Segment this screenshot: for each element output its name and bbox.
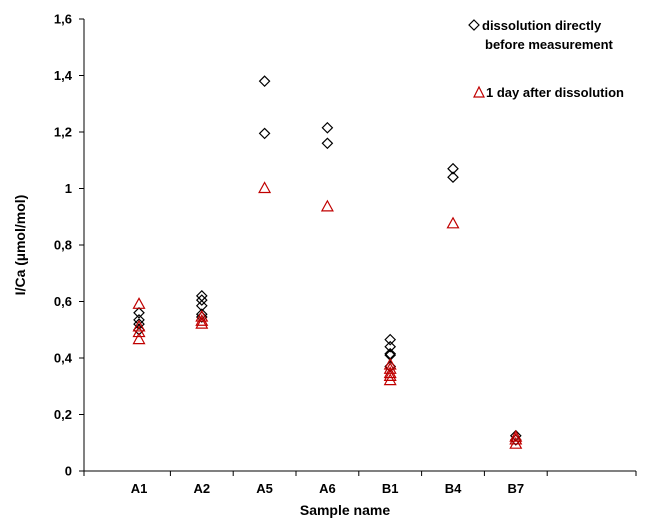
- y-tick-label: 1,4: [54, 68, 73, 83]
- data-point-triangle: [195, 314, 209, 326]
- data-point-triangle: [509, 432, 523, 445]
- legend-diamond-icon: [468, 19, 480, 31]
- data-point-diamond: [133, 318, 145, 330]
- data-point-triangle: [195, 309, 209, 322]
- x-tick-label: B1: [382, 481, 399, 496]
- data-point-diamond: [384, 333, 397, 346]
- plot-area: 0 0,2 0,4 0,6 0,8 1 1,2 1,4 1,6 A1 A2 A5 A6 B1 B4 B7: [54, 12, 637, 496]
- legend-label-line-2: before measurement: [485, 37, 614, 52]
- legend-triangle-icon: [473, 85, 485, 98]
- legend-label-1-day: 1 day after dissolution: [486, 85, 624, 100]
- legend-item-1-day: 1 day after dissolution: [473, 85, 624, 100]
- data-point-triangle: [132, 319, 146, 332]
- y-tick-label: 0: [65, 464, 72, 479]
- data-point-triangle: [132, 325, 146, 338]
- legend-label-line-1: dissolution directly: [482, 18, 602, 33]
- data-point-triangle: [132, 297, 146, 309]
- data-point-diamond: [258, 75, 271, 87]
- data-point-diamond: [447, 162, 459, 175]
- y-axis-ticks: 0 0,2 0,4 0,6 0,8 1 1,2 1,4 1,6: [54, 12, 84, 479]
- data-point-diamond: [447, 171, 459, 184]
- y-tick-label: 0,4: [54, 351, 73, 366]
- data-point-diamond: [321, 137, 334, 150]
- x-tick-label: B4: [445, 481, 462, 496]
- x-tick-label: B7: [507, 481, 524, 496]
- x-tick-label: A2: [193, 481, 210, 496]
- data-point-triangle: [258, 181, 272, 194]
- data-point-diamond: [195, 290, 208, 302]
- data-point-diamond: [195, 294, 208, 306]
- data-point-diamond: [133, 314, 145, 326]
- data-point-triangle: [195, 316, 209, 329]
- data-point-triangle: [446, 216, 460, 229]
- data-point-triangle: [383, 357, 397, 370]
- data-point-diamond: [258, 127, 271, 140]
- x-tick-label: A1: [131, 481, 148, 496]
- y-tick-label: 1,6: [54, 12, 72, 27]
- x-tick-label: A6: [319, 481, 336, 496]
- x-tick-label: A5: [256, 481, 273, 496]
- legend: dissolution directly before measurement …: [468, 18, 624, 100]
- x-axis-title: Sample name: [300, 502, 390, 518]
- y-tick-label: 1,2: [54, 125, 72, 140]
- data-markers: [132, 75, 523, 449]
- data-point-diamond: [384, 340, 397, 353]
- data-point-diamond: [321, 121, 334, 134]
- y-tick-label: 0,6: [54, 294, 72, 309]
- data-point-triangle: [132, 332, 146, 345]
- data-point-triangle: [509, 436, 523, 449]
- data-point-triangle: [383, 362, 397, 374]
- data-point-triangle: [383, 366, 397, 379]
- data-point-diamond: [133, 306, 145, 319]
- data-point-triangle: [383, 369, 397, 381]
- y-tick-label: 0,2: [54, 407, 72, 422]
- data-point-triangle: [383, 373, 397, 386]
- legend-item-dissolution: dissolution directly before measurement: [468, 18, 614, 52]
- y-axis-title: I/Ca (µmol/mol): [12, 195, 28, 296]
- x-axis-ticks: A1 A2 A5 A6 B1 B4 B7: [83, 471, 637, 496]
- y-tick-label: 0,8: [54, 238, 72, 253]
- data-point-triangle: [320, 199, 334, 212]
- data-point-triangle: [509, 429, 523, 442]
- y-tick-label: 1: [65, 181, 72, 196]
